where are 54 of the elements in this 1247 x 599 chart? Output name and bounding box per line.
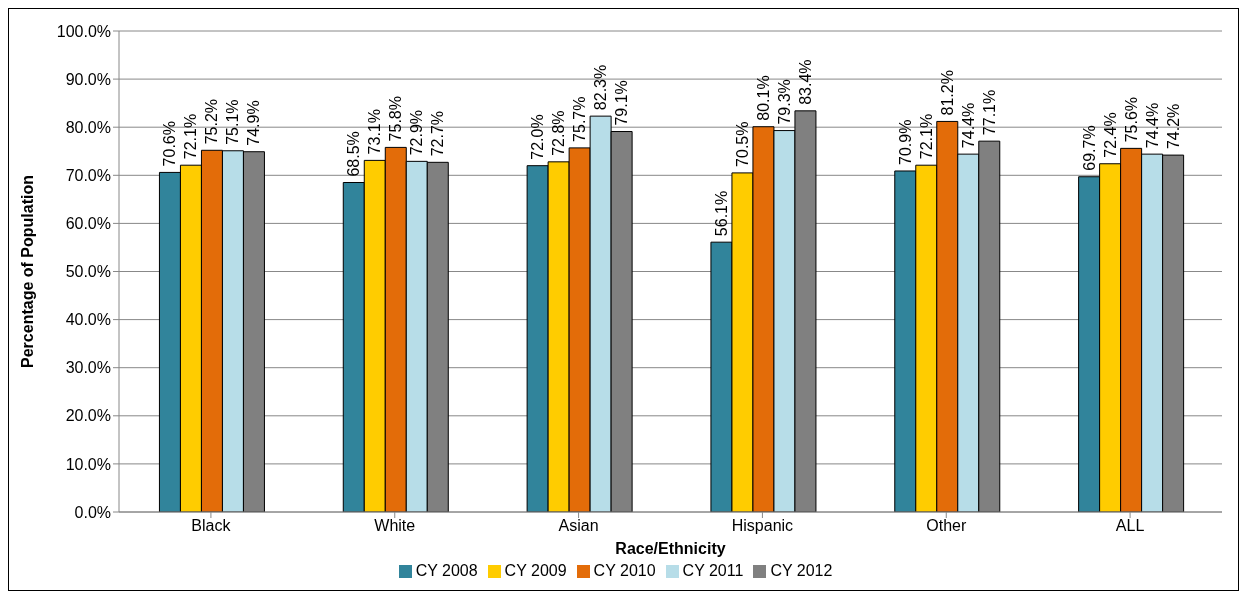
data-label: 73.1% (366, 109, 384, 155)
data-label: 56.1% (712, 190, 730, 237)
data-label: 69.7% (1080, 125, 1098, 171)
data-label: 77.1% (980, 89, 998, 136)
legend-label: CY 2010 (593, 562, 656, 579)
data-label: 70.5% (733, 121, 751, 167)
data-label: 74.2% (1164, 103, 1182, 150)
data-label: 72.4% (1101, 112, 1119, 158)
data-label: 68.5% (345, 131, 363, 177)
data-label: 82.3% (592, 64, 610, 111)
data-label: 81.2% (938, 70, 956, 116)
data-label: 75.2% (203, 98, 221, 145)
y-tick-label: 40.0% (65, 311, 111, 329)
data-label: 75.7% (571, 96, 589, 142)
y-axis-title: Percentage of Population (18, 175, 36, 368)
y-tick-label: 70.0% (65, 166, 111, 184)
y-tick-label: 60.0% (65, 215, 111, 233)
data-label: 80.1% (754, 75, 772, 121)
y-tick-label: 0.0% (74, 503, 111, 521)
x-tick-label: ALL (1115, 517, 1145, 535)
y-tick-label: 100.0% (56, 22, 111, 40)
legend-label: CY 2011 (682, 562, 744, 579)
y-tick-label: 90.0% (65, 70, 111, 88)
legend-label: CY 2008 (415, 562, 478, 579)
legend-label: CY 2012 (770, 562, 833, 579)
x-tick-label: Black (191, 517, 232, 535)
y-tick-label: 20.0% (65, 407, 111, 425)
y-tick-label: 80.0% (65, 118, 111, 136)
data-label: 74.4% (959, 102, 977, 149)
data-label: 79.1% (613, 80, 631, 126)
data-label: 72.1% (917, 113, 935, 160)
data-label: 72.0% (529, 114, 547, 160)
data-label: 74.9% (245, 100, 263, 146)
x-tick-label: Other (926, 517, 967, 535)
y-tick-label: 10.0% (65, 455, 111, 473)
data-label: 72.1% (182, 113, 200, 160)
legend-label: CY 2009 (504, 562, 567, 579)
data-label: 72.9% (408, 109, 426, 156)
data-label: 70.9% (896, 119, 914, 165)
data-label: 83.4% (796, 59, 814, 105)
data-label: 75.8% (387, 96, 405, 142)
data-label: 72.7% (429, 110, 447, 157)
data-label: 72.8% (550, 110, 568, 156)
data-label: 75.6% (1122, 96, 1140, 143)
x-tick-label: White (374, 517, 416, 535)
x-axis-title: Race/Ethnicity (615, 540, 726, 557)
data-label: 74.4% (1143, 102, 1161, 149)
x-tick-label: Asian (558, 517, 599, 535)
y-tick-label: 50.0% (65, 263, 111, 281)
y-tick-label: 30.0% (65, 359, 111, 377)
x-tick-label: Hispanic (731, 517, 794, 535)
data-label: 70.6% (161, 121, 179, 167)
data-label: 79.3% (775, 79, 793, 125)
data-label: 75.1% (224, 99, 242, 145)
